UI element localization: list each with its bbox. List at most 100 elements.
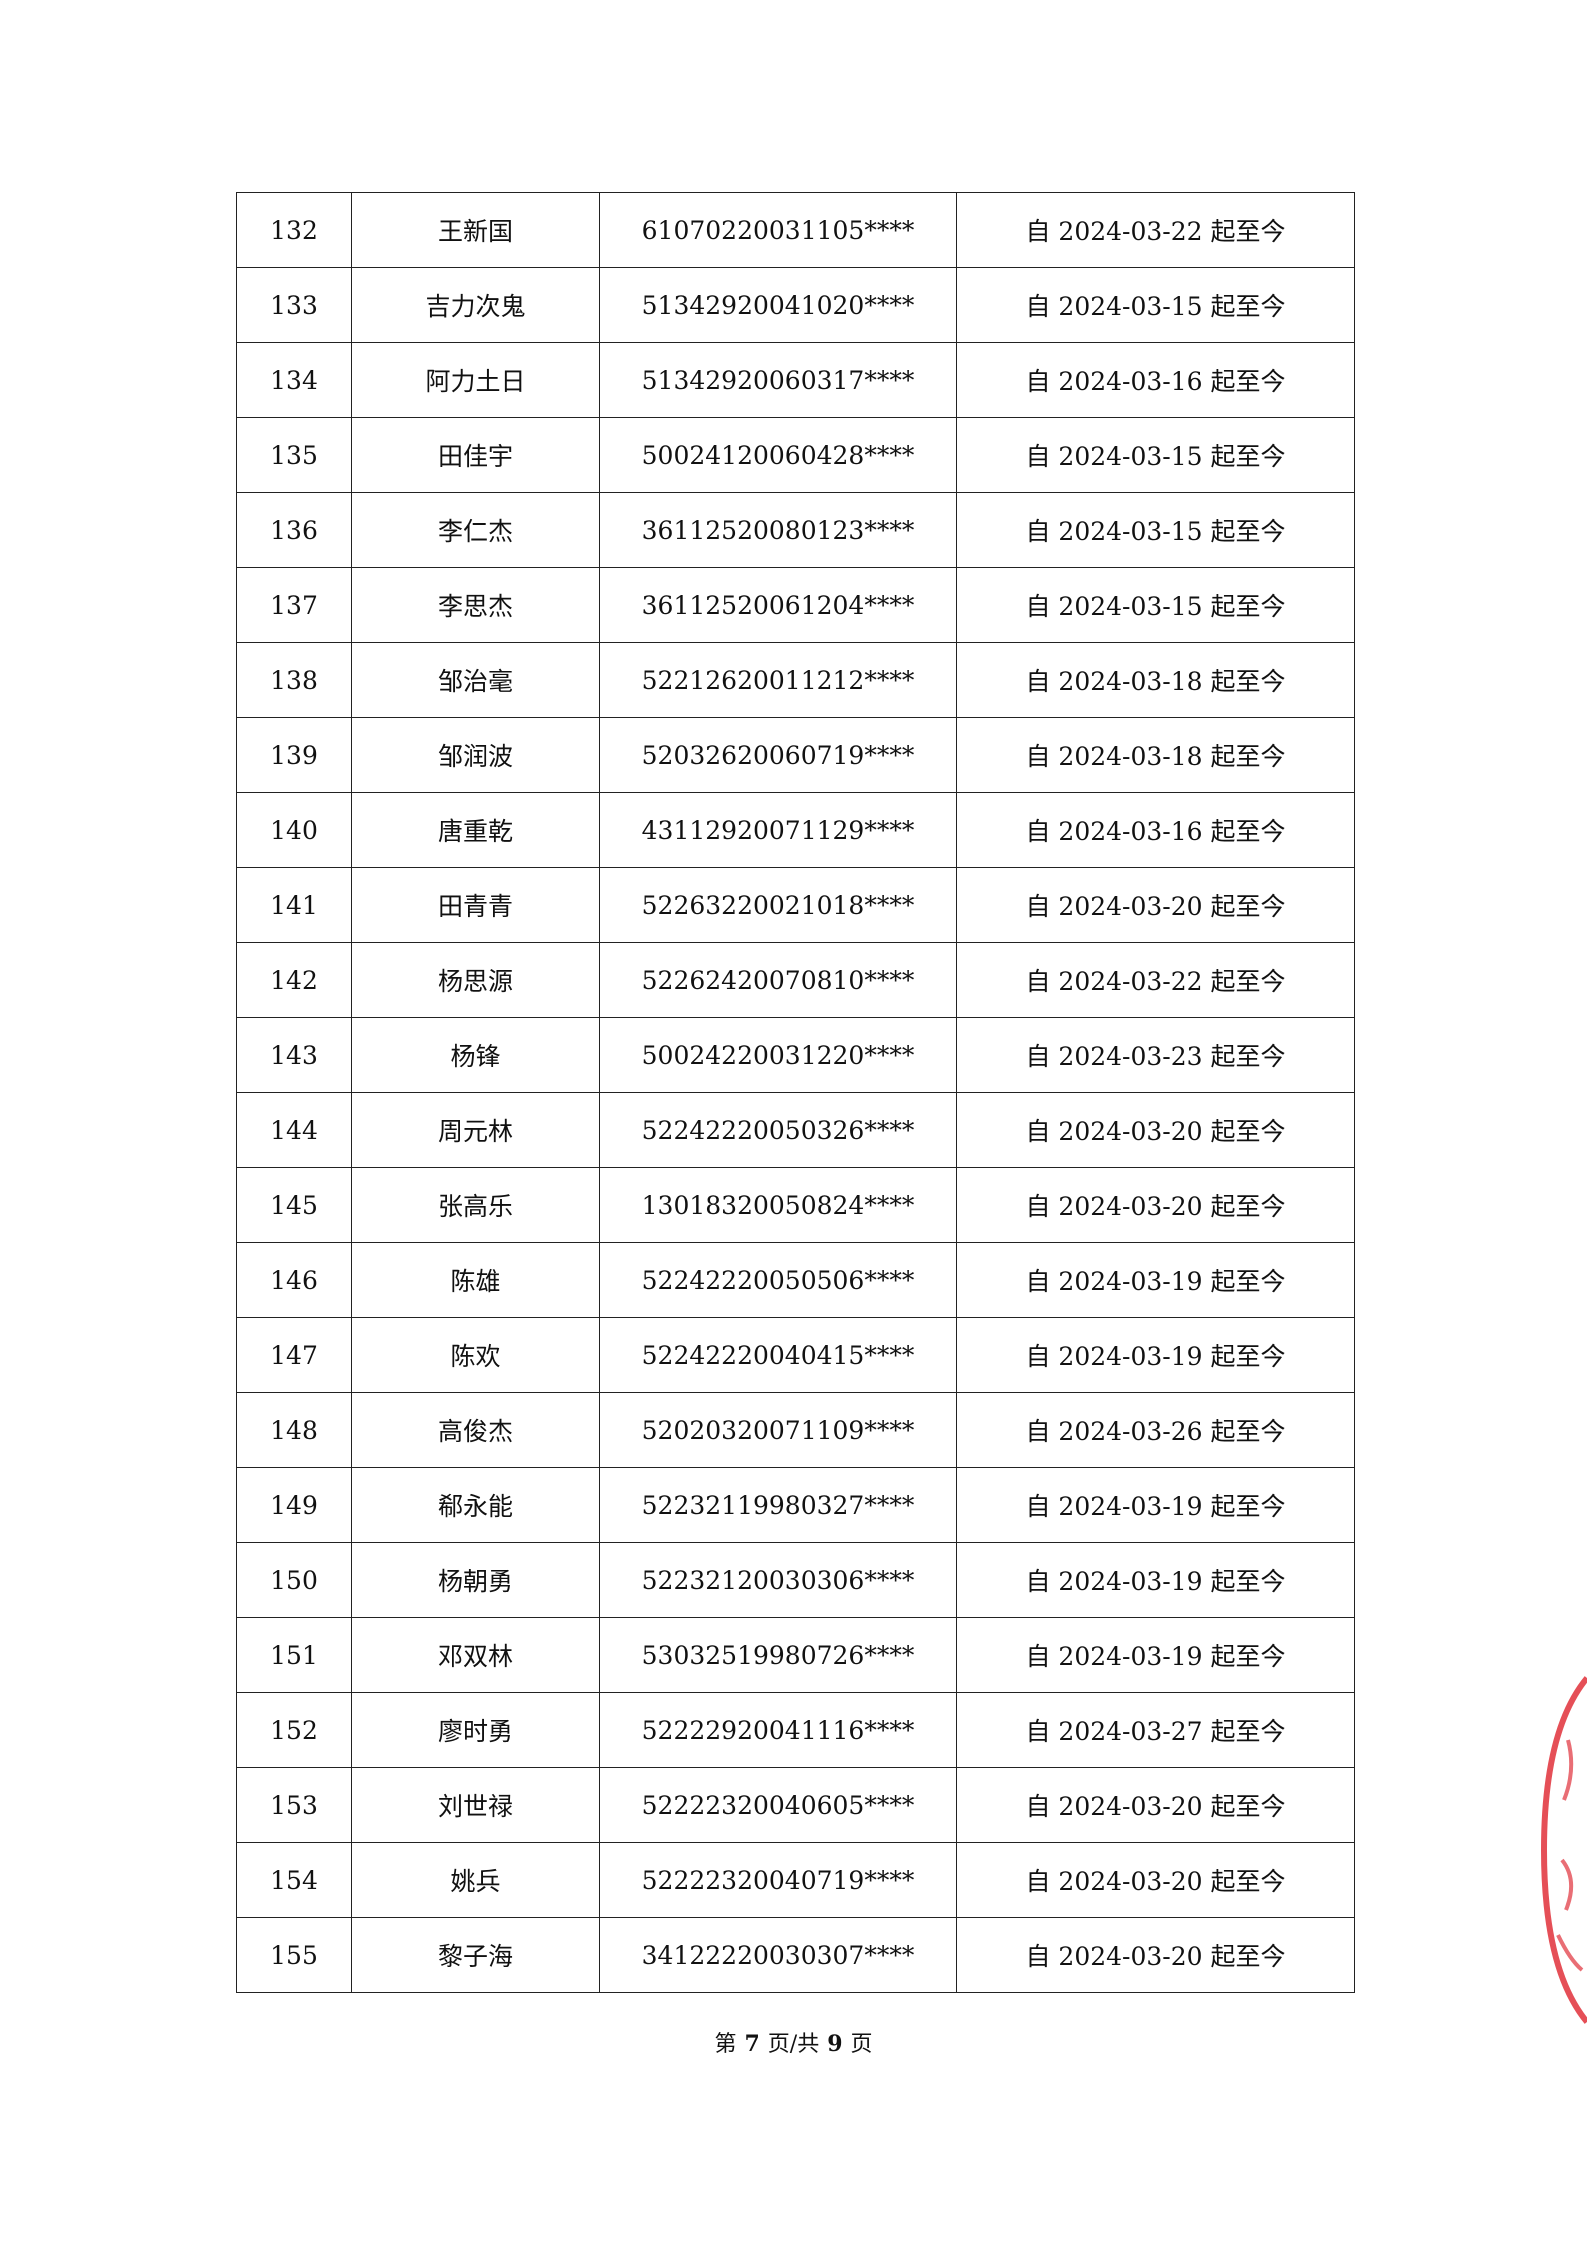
table-row: 152 廖时勇 52222920041116**** 自 2024-03-27 起至今	[236, 1692, 1355, 1768]
effective-date: 自 2024-03-19 起至今	[956, 1617, 1355, 1693]
id-number: 52242220050506****	[599, 1242, 957, 1318]
effective-date: 自 2024-03-27 起至今	[956, 1692, 1355, 1768]
row-number: 137	[236, 567, 352, 643]
effective-date: 自 2024-03-20 起至今	[956, 867, 1355, 943]
id-number: 52222320040605****	[599, 1767, 957, 1843]
table-row: 155 黎子海 34122220030307**** 自 2024-03-20 起至今	[236, 1917, 1355, 1993]
row-number: 139	[236, 717, 352, 793]
effective-date: 自 2024-03-20 起至今	[956, 1167, 1355, 1243]
table-row: 143 杨锋 50024220031220**** 自 2024-03-23 起至今	[236, 1017, 1355, 1093]
effective-date: 自 2024-03-15 起至今	[956, 417, 1355, 493]
table-row: 134 阿力土日 51342920060317**** 自 2024-03-16 起至…	[236, 342, 1355, 418]
row-number: 152	[236, 1692, 352, 1768]
table-row: 137 李思杰 36112520061204**** 自 2024-03-15 起至今	[236, 567, 1355, 643]
id-number: 52232119980327****	[599, 1467, 957, 1543]
person-name: 吉力次鬼	[351, 267, 600, 343]
person-name: 邹治毫	[351, 642, 600, 718]
effective-date: 自 2024-03-20 起至今	[956, 1842, 1355, 1918]
effective-date: 自 2024-03-19 起至今	[956, 1467, 1355, 1543]
effective-date: 自 2024-03-16 起至今	[956, 792, 1355, 868]
effective-date: 自 2024-03-20 起至今	[956, 1092, 1355, 1168]
table-row: 132 王新国 61070220031105**** 自 2024-03-22 起至今	[236, 192, 1355, 268]
table-row: 144 周元林 52242220050326**** 自 2024-03-20 起至今	[236, 1092, 1355, 1168]
person-name: 唐重乾	[351, 792, 600, 868]
table-row: 133 吉力次鬼 51342920041020**** 自 2024-03-15 起至…	[236, 267, 1355, 343]
id-number: 50024120060428****	[599, 417, 957, 493]
person-name: 周元林	[351, 1092, 600, 1168]
effective-date: 自 2024-03-19 起至今	[956, 1317, 1355, 1393]
table-row: 136 李仁杰 36112520080123**** 自 2024-03-15 起至今	[236, 492, 1355, 568]
row-number: 148	[236, 1392, 352, 1468]
person-name: 杨思源	[351, 942, 600, 1018]
person-name: 王新国	[351, 192, 600, 268]
row-number: 135	[236, 417, 352, 493]
footer-suffix: 页	[850, 2032, 873, 2057]
table-row: 151 邓双林 53032519980726**** 自 2024-03-19 起至今	[236, 1617, 1355, 1693]
person-name: 李仁杰	[351, 492, 600, 568]
table-row: 135 田佳宇 50024120060428**** 自 2024-03-15 起至今	[236, 417, 1355, 493]
effective-date: 自 2024-03-18 起至今	[956, 642, 1355, 718]
effective-date: 自 2024-03-19 起至今	[956, 1542, 1355, 1618]
id-number: 52020320071109****	[599, 1392, 957, 1468]
id-number: 34122220030307****	[599, 1917, 957, 1993]
id-number: 52262420070810****	[599, 942, 957, 1018]
id-number: 52222320040719****	[599, 1842, 957, 1918]
page-number: 7	[744, 2031, 760, 2057]
row-number: 142	[236, 942, 352, 1018]
row-number: 132	[236, 192, 352, 268]
id-number: 52232120030306****	[599, 1542, 957, 1618]
table-row: 148 高俊杰 52020320071109**** 自 2024-03-26 起至今	[236, 1392, 1355, 1468]
id-number: 52222920041116****	[599, 1692, 957, 1768]
effective-date: 自 2024-03-16 起至今	[956, 342, 1355, 418]
person-name: 黎子海	[351, 1917, 600, 1993]
person-name: 邹润波	[351, 717, 600, 793]
id-number: 52263220021018****	[599, 867, 957, 943]
effective-date: 自 2024-03-18 起至今	[956, 717, 1355, 793]
row-number: 143	[236, 1017, 352, 1093]
seal-inner-marks	[1556, 1739, 1584, 1972]
person-name: 郗永能	[351, 1467, 600, 1543]
row-number: 154	[236, 1842, 352, 1918]
footer-prefix: 第	[714, 2032, 737, 2057]
effective-date: 自 2024-03-19 起至今	[956, 1242, 1355, 1318]
id-number: 52242220050326****	[599, 1092, 957, 1168]
table-row: 141 田青青 52263220021018**** 自 2024-03-20 起至今	[236, 867, 1355, 943]
effective-date: 自 2024-03-22 起至今	[956, 192, 1355, 268]
person-name: 姚兵	[351, 1842, 600, 1918]
page-footer: 第 7 页/共 9 页	[0, 2026, 1587, 2058]
row-number: 134	[236, 342, 352, 418]
id-number: 50024220031220****	[599, 1017, 957, 1093]
id-number: 13018320050824****	[599, 1167, 957, 1243]
row-number: 150	[236, 1542, 352, 1618]
table-row: 138 邹治毫 52212620011212**** 自 2024-03-18 起至今	[236, 642, 1355, 718]
person-name: 邓双林	[351, 1617, 600, 1693]
row-number: 144	[236, 1092, 352, 1168]
effective-date: 自 2024-03-15 起至今	[956, 492, 1355, 568]
footer-middle: 页/共	[767, 2032, 820, 2057]
id-number: 52242220040415****	[599, 1317, 957, 1393]
id-number: 43112920071129****	[599, 792, 957, 868]
id-number: 51342920041020****	[599, 267, 957, 343]
total-pages: 9	[827, 2031, 843, 2057]
row-number: 155	[236, 1917, 352, 1993]
seal-outer-arc	[1540, 1676, 1587, 2024]
id-number: 61070220031105****	[599, 192, 957, 268]
row-number: 136	[236, 492, 352, 568]
official-seal-stamp	[1540, 1676, 1587, 2024]
table-row: 150 杨朝勇 52232120030306**** 自 2024-03-19 起至今	[236, 1542, 1355, 1618]
id-number: 51342920060317****	[599, 342, 957, 418]
person-name: 刘世禄	[351, 1767, 600, 1843]
id-number: 52032620060719****	[599, 717, 957, 793]
person-name: 廖时勇	[351, 1692, 600, 1768]
person-name: 田佳宇	[351, 417, 600, 493]
effective-date: 自 2024-03-20 起至今	[956, 1917, 1355, 1993]
row-number: 151	[236, 1617, 352, 1693]
table-row: 139 邹润波 52032620060719**** 自 2024-03-18 起至今	[236, 717, 1355, 793]
person-name: 陈雄	[351, 1242, 600, 1318]
effective-date: 自 2024-03-23 起至今	[956, 1017, 1355, 1093]
row-number: 147	[236, 1317, 352, 1393]
table-row: 147 陈欢 52242220040415**** 自 2024-03-19 起至今	[236, 1317, 1355, 1393]
row-number: 153	[236, 1767, 352, 1843]
person-name: 张高乐	[351, 1167, 600, 1243]
row-number: 141	[236, 867, 352, 943]
